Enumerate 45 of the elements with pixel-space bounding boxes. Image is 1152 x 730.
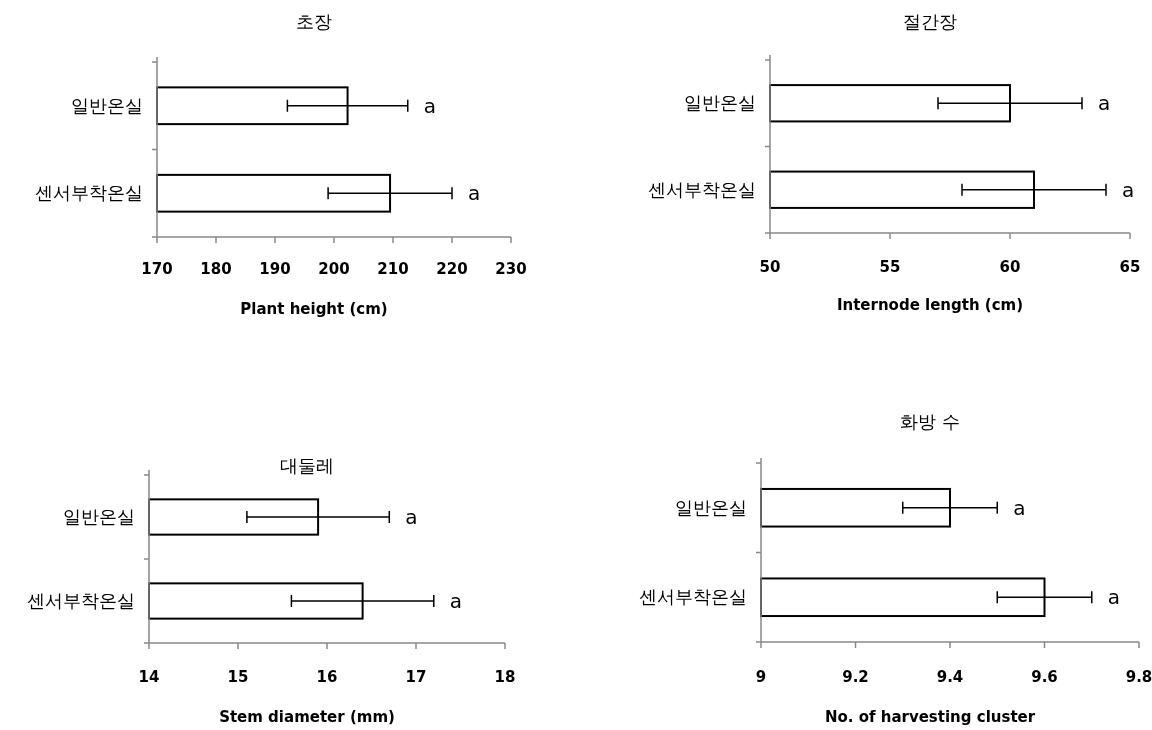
- annotation: a: [1013, 495, 1026, 520]
- x-tick-label: 9.6: [1031, 668, 1058, 686]
- y-tick-label: 일반온실: [71, 94, 143, 116]
- y-tick-label: 센서부착온실: [35, 182, 143, 204]
- annotation: a: [468, 181, 481, 206]
- x-tick-label: 15: [227, 668, 249, 686]
- x-axis-title: Internode length (cm): [836, 296, 1024, 314]
- chart-title: 화방 수: [900, 411, 960, 432]
- chart-title: 절간장: [903, 11, 957, 32]
- x-tick-label: 190: [259, 260, 291, 278]
- y-tick-label: 일반온실: [63, 506, 135, 527]
- y-tick-label: 센서부착온실: [27, 590, 135, 611]
- x-tick-label: 9.4: [936, 668, 964, 686]
- annotation: a: [449, 589, 463, 613]
- x-tick-label: 9.8: [1125, 668, 1152, 686]
- y-tick-label: 센서부착온실: [639, 586, 747, 608]
- chart-title: 초장: [296, 11, 332, 32]
- x-tick-label: 18: [494, 668, 516, 686]
- annotation: a: [1098, 91, 1111, 116]
- x-tick-label: 14: [138, 668, 160, 686]
- x-tick-label: 170: [141, 260, 173, 278]
- x-tick-label: 65: [1119, 258, 1141, 276]
- x-tick-label: 60: [999, 258, 1021, 276]
- x-tick-label: 210: [377, 260, 409, 278]
- x-tick-label: 180: [200, 260, 232, 278]
- chart-title: 대둘레: [280, 455, 334, 476]
- y-tick-label: 센서부착온실: [648, 178, 756, 200]
- annotation: a: [1122, 177, 1135, 202]
- x-tick-label: 9.2: [842, 668, 869, 686]
- annotation: a: [423, 93, 437, 118]
- x-tick-label: 16: [316, 668, 338, 686]
- annotation: a: [405, 505, 418, 529]
- y-tick-label: 일반온실: [684, 92, 756, 114]
- x-tick-label: 200: [318, 260, 350, 278]
- x-tick-label: 9: [755, 668, 767, 686]
- x-tick-label: 230: [495, 260, 527, 278]
- annotation: a: [1107, 585, 1121, 610]
- x-axis-title: No. of harvesting cluster: [824, 708, 1036, 726]
- x-tick-label: 220: [436, 260, 468, 278]
- x-axis-title: Plant height (cm): [240, 300, 388, 318]
- x-tick-label: 55: [879, 258, 901, 276]
- x-tick-label: 50: [759, 258, 781, 276]
- x-axis-title: Stem diameter (mm): [219, 708, 395, 726]
- y-tick-label: 일반온실: [675, 496, 747, 518]
- x-tick-label: 17: [405, 668, 427, 686]
